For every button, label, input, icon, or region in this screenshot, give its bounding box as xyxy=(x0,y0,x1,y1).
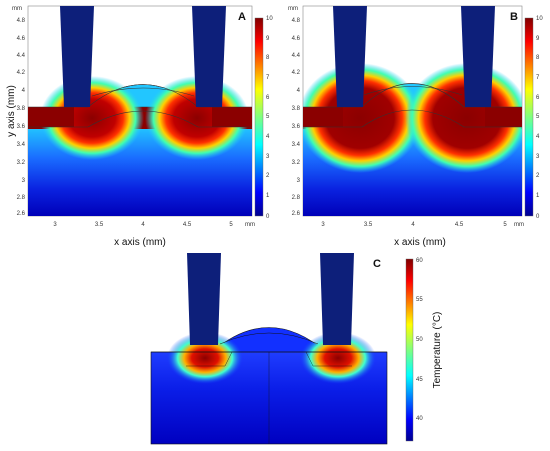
panel-b-hotspot-left xyxy=(303,63,422,173)
x-unit: mm xyxy=(514,222,524,228)
panel-b-colorbar-ticks: 10 9 8 7 6 5 4 3 2 1 0 xyxy=(536,16,543,220)
tick: 1 xyxy=(266,193,270,199)
tick: 2.6 xyxy=(292,211,301,217)
tick: 4 xyxy=(536,134,540,140)
panel-b-colorbar xyxy=(524,17,534,217)
panel-b-x-ticks: 3 3.5 4 4.5 5 mm xyxy=(321,222,524,228)
y-unit: mm xyxy=(288,6,298,12)
panel-a-x-ticks: 3 3.5 4 4.5 5 mm xyxy=(53,222,255,228)
tick: 4 xyxy=(22,88,26,94)
panel-c-electrode-right xyxy=(320,253,354,345)
panel-a-electrode-left xyxy=(60,6,94,107)
tick: 4.6 xyxy=(17,36,26,42)
tick: 4 xyxy=(141,222,145,228)
x-unit: mm xyxy=(245,222,255,228)
y-unit: mm xyxy=(12,6,22,12)
tick: 5 xyxy=(503,222,507,228)
panel-c-colorbar-label: Temperature (°C) xyxy=(432,312,443,389)
tick: 9 xyxy=(266,36,270,42)
tick: 4.4 xyxy=(292,53,301,59)
panel-a-label: A xyxy=(238,11,246,23)
tick: 7 xyxy=(266,75,270,81)
tick: 3.5 xyxy=(95,222,104,228)
tick: 1 xyxy=(536,193,540,199)
tick: 4.6 xyxy=(292,36,301,42)
tick: 7 xyxy=(536,75,540,81)
panel-c-colorbar-ticks: 60 55 50 45 40 xyxy=(416,258,423,422)
tick: 5 xyxy=(266,114,270,120)
tick: 3 xyxy=(22,178,26,184)
tick: 4.4 xyxy=(17,53,26,59)
tick: 6 xyxy=(536,95,540,101)
tick: 50 xyxy=(416,337,423,343)
panel-a: A 4.8 4.6 4.4 4.2 4 3.8 3.6 3.4 3.2 3 2.… xyxy=(6,5,273,248)
tick: 0 xyxy=(536,214,540,220)
panel-b: B 4.8 4.6 4.4 4.2 4 3.8 3.6 3.4 3.2 3 2.… xyxy=(288,5,543,248)
tick: 3.5 xyxy=(364,222,373,228)
tick: 6 xyxy=(266,95,270,101)
panel-b-electrode-left xyxy=(333,6,367,107)
tick: 3 xyxy=(266,154,270,160)
panel-c-hotspot-left xyxy=(167,332,243,384)
panel-a-colorbar-ticks: 10 9 8 7 6 5 4 3 2 1 0 xyxy=(266,16,273,220)
panel-b-xlabel: x axis (mm) xyxy=(394,237,446,248)
tick: 4.2 xyxy=(17,70,26,76)
panel-c-colorbar xyxy=(405,258,414,442)
panel-b-y-ticks: 4.8 4.6 4.4 4.2 4 3.8 3.6 3.4 3.2 3 2.8 … xyxy=(288,6,301,217)
tick: 55 xyxy=(416,297,423,303)
tick: 4.5 xyxy=(183,222,192,228)
tick: 3.2 xyxy=(17,160,26,166)
tick: 10 xyxy=(536,16,543,22)
tick: 3.4 xyxy=(292,142,301,148)
tick: 3.2 xyxy=(292,160,301,166)
tick: 3.8 xyxy=(292,106,301,112)
tick: 2 xyxy=(536,173,540,179)
tick: 8 xyxy=(536,55,540,61)
tick: 10 xyxy=(266,16,273,22)
panel-c-electrode-left xyxy=(187,253,221,345)
tick: 3.6 xyxy=(292,124,301,130)
tick: 4.8 xyxy=(292,18,301,24)
panel-b-hotspot-right xyxy=(405,63,522,173)
tick: 5 xyxy=(536,114,540,120)
panel-a-xlabel: x axis (mm) xyxy=(114,237,166,248)
panel-c: C 60 55 50 45 40 Temperature (°C) xyxy=(150,253,443,445)
tick: 3.8 xyxy=(17,106,26,112)
panel-a-ylabel: y axis (mm) xyxy=(6,85,17,137)
tick: 4.5 xyxy=(455,222,464,228)
panel-a-hotspot-right xyxy=(145,76,249,160)
tick: 45 xyxy=(416,377,423,383)
tick: 4.8 xyxy=(17,18,26,24)
tick: 4 xyxy=(297,88,301,94)
tick: 9 xyxy=(536,36,540,42)
panel-c-hotspot-right xyxy=(300,332,376,384)
tick: 4.2 xyxy=(292,70,301,76)
tick: 5 xyxy=(229,222,233,228)
tick: 4 xyxy=(411,222,415,228)
tick: 3 xyxy=(53,222,57,228)
tick: 3.6 xyxy=(17,124,26,130)
tick: 60 xyxy=(416,258,423,264)
panel-a-y-ticks: 4.8 4.6 4.4 4.2 4 3.8 3.6 3.4 3.2 3 2.8 … xyxy=(12,6,26,217)
tick: 3 xyxy=(536,154,540,160)
tick: 2.6 xyxy=(17,211,26,217)
tick: 2.8 xyxy=(292,195,301,201)
tick: 3 xyxy=(321,222,325,228)
tick: 3 xyxy=(297,178,301,184)
tick: 4 xyxy=(266,134,270,140)
panel-b-electrode-right xyxy=(461,6,495,107)
panel-a-electrode-right xyxy=(192,6,226,107)
tick: 3.4 xyxy=(17,142,26,148)
panel-c-label: C xyxy=(373,258,381,270)
tick: 0 xyxy=(266,214,270,220)
panel-a-colorbar xyxy=(254,17,264,217)
tick: 2 xyxy=(266,173,270,179)
tick: 40 xyxy=(416,416,423,422)
tick: 2.8 xyxy=(17,195,26,201)
panel-b-label: B xyxy=(510,11,518,23)
tick: 8 xyxy=(266,55,270,61)
